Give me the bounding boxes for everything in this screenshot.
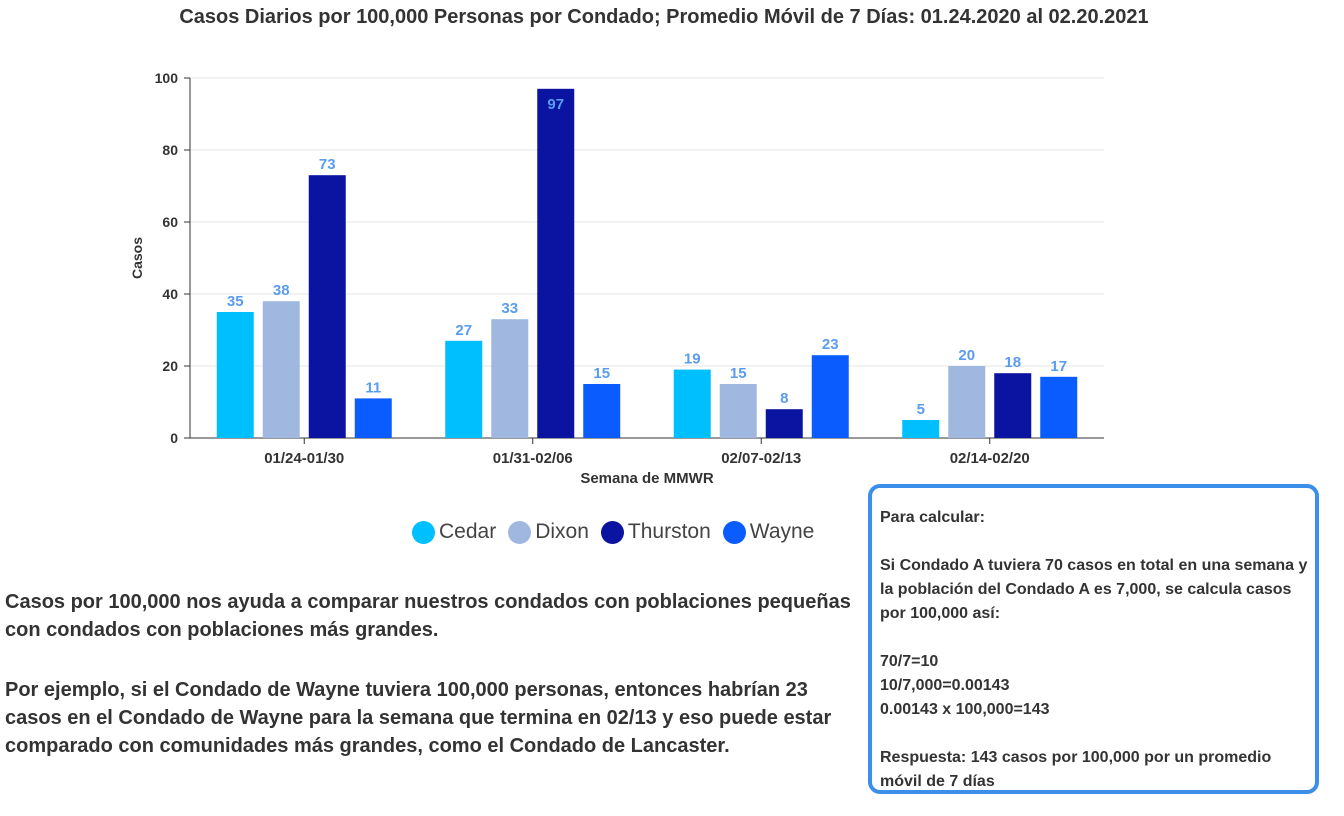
legend-label-thurston: Thurston [627,520,711,543]
legend-label-wayne: Wayne [749,520,815,543]
legend-swatch-wayne [722,520,746,544]
bar-cedar [902,420,940,438]
data-label: 15 [593,365,610,382]
x-tick-label: 01/24-01/30 [264,450,344,467]
x-tick-label: 01/31-02/06 [493,450,573,467]
data-label: 20 [958,347,975,364]
explanation-paragraph-1: Casos por 100,000 nos ayuda a comparar n… [5,591,851,641]
chart-legend: Cedar Dixon Thurston Wayne [412,520,814,544]
bar-thurston [537,88,575,439]
data-label: 19 [684,351,701,368]
legend-swatch-thurston [600,520,624,544]
calc-heading: Para calcular: [880,509,985,526]
bar-dixon [262,301,300,438]
legend-item-dixon[interactable]: Dixon [508,520,589,544]
data-label: 17 [1050,358,1067,375]
calc-step-1: 70/7=10 [880,653,939,670]
bar-cedar [216,312,254,438]
legend-label-cedar: Cedar [439,520,497,543]
data-label: 38 [273,282,290,299]
bar-wayne [583,384,621,438]
bar-dixon [948,366,986,438]
calc-step-3: 0.00143 x 100,000=143 [880,701,1050,718]
bar-wayne [1040,376,1078,438]
y-tick-label: 0 [170,430,178,446]
data-label: 15 [730,365,747,382]
explanation-paragraph-2: Por ejemplo, si el Condado de Wayne tuvi… [5,679,832,757]
data-label: 97 [547,96,564,113]
bar-dixon [491,319,529,438]
x-tick-label: 02/07-02/13 [721,450,801,467]
data-label: 11 [365,379,381,396]
legend-item-cedar[interactable]: Cedar [412,520,496,544]
legend-swatch-dixon [508,520,532,544]
bar-cedar [445,340,483,438]
data-label: 23 [822,336,839,353]
data-label: 73 [319,156,336,173]
calc-answer: Respuesta: 143 casos por 100,000 por un … [880,749,1272,790]
bar-cedar [673,369,711,438]
bar-dixon [719,384,757,438]
calc-step-2: 10/7,000=0.00143 [880,677,1010,694]
bar-thurston [994,373,1032,438]
data-label: 8 [780,390,788,407]
legend-item-wayne[interactable]: Wayne [722,520,815,544]
data-label: 33 [501,300,518,317]
bar-wayne [811,355,849,438]
data-label: 35 [227,293,244,310]
y-tick-label: 80 [162,142,178,158]
bar-thurston [308,175,346,438]
y-tick-label: 20 [162,358,178,374]
chart-title: Casos Diarios por 100,000 Personas por C… [179,6,1149,28]
y-tick-label: 100 [155,70,179,86]
y-tick-label: 60 [162,214,178,230]
data-label: 27 [455,322,472,339]
y-axis-label: Casos [129,237,145,279]
x-axis-label: Semana de MMWR [580,470,714,487]
bar-thurston [765,409,803,438]
bar-chart: 0 20 40 60 80 100 Casos 01/24-01/30 35 38 73 11 01/3… [129,70,1104,487]
legend-label-dixon: Dixon [535,520,589,543]
legend-item-thurston[interactable]: Thurston [600,520,711,544]
calculation-box: Para calcular: Si Condado A tuviera 70 c… [868,484,1319,794]
data-label: 5 [917,401,925,418]
data-label: 18 [1004,354,1021,371]
calc-intro: Si Condado A tuviera 70 casos en total e… [880,557,1308,622]
x-tick-label: 02/14-02/20 [950,450,1030,467]
legend-swatch-cedar [412,520,435,544]
bar-wayne [354,398,392,438]
y-tick-label: 40 [162,286,178,302]
